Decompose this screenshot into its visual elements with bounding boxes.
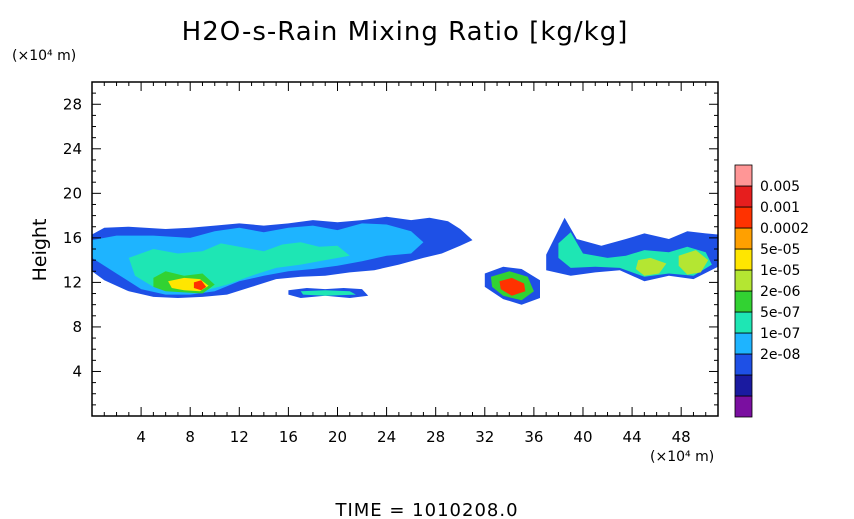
legend-label: 5e-07 [760, 305, 800, 321]
time-label: TIME = 1010208.0 [334, 500, 518, 519]
y-tick-label: 12 [63, 273, 82, 291]
legend-swatch [734, 332, 753, 355]
legend-label: 0.0002 [760, 221, 809, 237]
y-tick-label: 28 [63, 95, 82, 113]
y-axis-label: Height [29, 219, 51, 282]
y-tick-label: 8 [72, 318, 82, 336]
legend-swatch [734, 248, 753, 271]
colorbar-legend: 0.005 0.001 0.0002 5e-05 1e-05 2e-06 5e-07 1e-0… [734, 164, 809, 418]
x-tick-label: 48 [672, 428, 691, 446]
x-tick-label: 24 [377, 428, 396, 446]
x-tick-label: 44 [623, 428, 642, 446]
legend-swatch [734, 164, 753, 187]
y-unit-label: (×10⁴ m) [12, 48, 76, 64]
legend-swatch [734, 353, 753, 376]
x-tick-label: 40 [573, 428, 592, 446]
x-tick-label: 8 [185, 428, 195, 446]
heatmap-region-10 [499, 277, 526, 296]
legend-label: 0.001 [760, 200, 800, 216]
legend-swatch [734, 311, 753, 334]
y-tick-label: 4 [72, 362, 82, 380]
heatmap-region-7 [300, 290, 356, 296]
x-tick-label: 16 [279, 428, 298, 446]
x-unit-label: (×10⁴ m) [650, 449, 714, 465]
legend-label: 1e-07 [760, 326, 800, 342]
legend-label: 2e-08 [760, 347, 800, 363]
y-tick-label: 16 [63, 229, 82, 247]
legend-swatch [734, 290, 753, 313]
legend-swatch [734, 395, 753, 418]
x-tick-label: 20 [328, 428, 347, 446]
y-tick-label: 24 [63, 140, 82, 158]
legend-label: 2e-06 [760, 284, 800, 300]
heatmap-region-5 [193, 280, 207, 291]
heatmap-region-14 [678, 250, 709, 275]
heatmap-region-12 [558, 232, 712, 277]
legend-swatch [734, 269, 753, 292]
x-tick-label: 12 [230, 428, 249, 446]
legend-swatch [734, 227, 753, 250]
y-tick-label: 20 [63, 184, 82, 202]
legend-label: 1e-05 [760, 263, 800, 279]
legend-swatch [734, 374, 753, 397]
heatmap-regions [92, 216, 718, 305]
x-tick-label: 28 [426, 428, 445, 446]
legend-swatch [734, 185, 753, 208]
chart-title: H2O-s-Rain Mixing Ratio [kg/kg] [182, 17, 629, 47]
heatmap-region-13 [635, 257, 667, 276]
legend-label: 0.005 [760, 179, 800, 195]
x-tick-label: 36 [524, 428, 543, 446]
x-tick-label: 4 [136, 428, 146, 446]
x-tick-label: 32 [475, 428, 494, 446]
legend-label: 5e-05 [760, 242, 800, 258]
legend-swatch [734, 206, 753, 229]
